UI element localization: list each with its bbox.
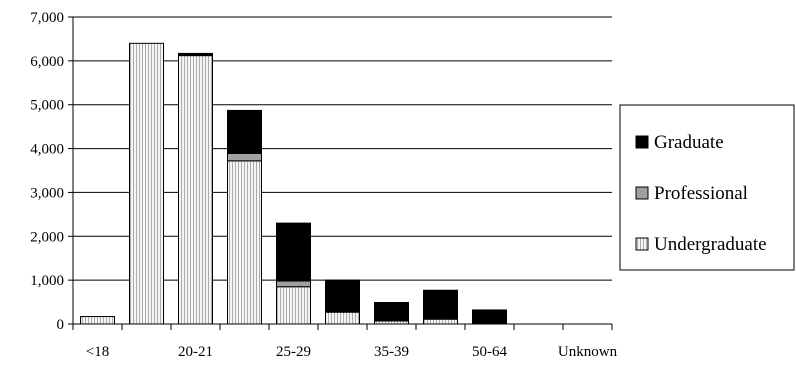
legend-swatch-graduate	[635, 135, 649, 149]
legend-box	[619, 104, 795, 271]
legend-label-graduate: Graduate	[654, 132, 724, 153]
legend-label-professional: Professional	[654, 183, 748, 204]
bar-segment-graduate	[423, 289, 458, 320]
axes	[68, 16, 613, 330]
bar-segment-graduate	[472, 309, 507, 324]
x-tick-label: 25-29	[276, 344, 311, 360]
bar-segment-undergraduate	[227, 160, 262, 325]
x-tick-label: 50-64	[472, 344, 507, 360]
x-tick-label: Unknown	[558, 344, 618, 360]
legend-swatch-professional	[635, 186, 649, 200]
bar-segment-graduate	[325, 279, 360, 312]
bar-segment-graduate	[374, 302, 409, 321]
y-tick-label: 2,000	[30, 229, 64, 245]
legend-label-undergraduate: Undergraduate	[654, 234, 767, 255]
y-tick-label: 1,000	[30, 273, 64, 289]
x-axis-tick-labels: <18 20-21 25-29 35-39 50-64 Unknown	[86, 344, 618, 360]
x-tick-label: 20-21	[178, 344, 213, 360]
x-tick-label: 35-39	[374, 344, 409, 360]
bar-segment-graduate	[227, 109, 262, 154]
y-tick-label: 6,000	[30, 54, 64, 70]
bar-segment-undergraduate	[129, 42, 164, 325]
bar-segment-undergraduate	[325, 311, 360, 325]
y-tick-label: 5,000	[30, 98, 64, 114]
y-tick-label: 7,000	[30, 10, 64, 26]
bar-segment-undergraduate	[80, 316, 115, 325]
legend-swatch-undergraduate	[635, 237, 649, 251]
bar-segment-graduate	[178, 52, 213, 57]
x-tick-label: <18	[86, 344, 109, 360]
bar-segment-undergraduate	[276, 286, 311, 325]
bar-segment-undergraduate	[178, 55, 213, 325]
y-axis-tick-labels: 0 1,000 2,000 3,000 4,000 5,000 6,000 7,000	[30, 10, 64, 333]
bar-segment-professional	[227, 152, 262, 162]
y-tick-label: 3,000	[30, 185, 64, 201]
bar-segment-undergraduate	[423, 318, 458, 325]
legend: Graduate Professional Undergraduate	[619, 104, 795, 271]
y-tick-label: 4,000	[30, 142, 64, 158]
bars	[80, 42, 507, 325]
y-tick-label: 0	[57, 317, 65, 333]
bar-segment-professional	[276, 280, 311, 288]
bar-segment-graduate	[276, 222, 311, 282]
